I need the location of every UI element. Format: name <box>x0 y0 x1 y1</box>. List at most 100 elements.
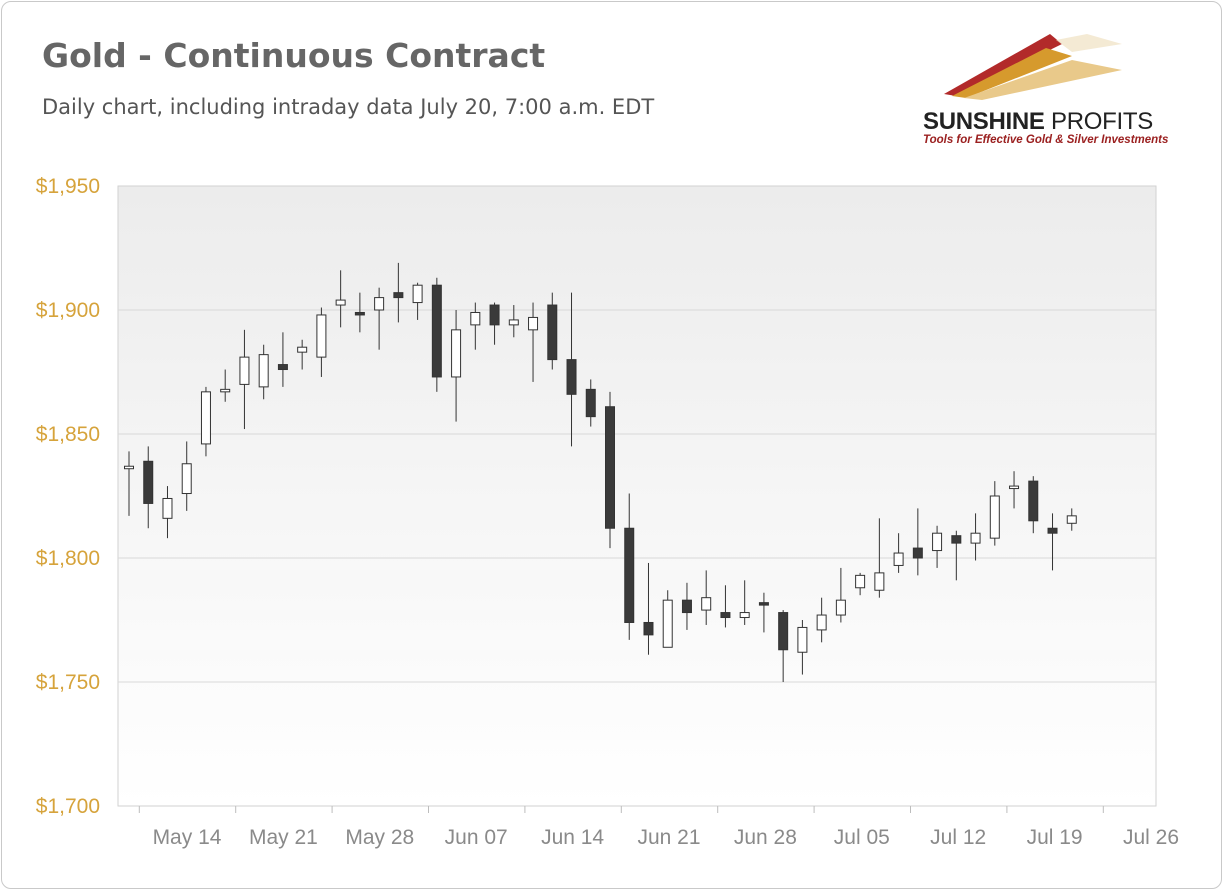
candle <box>643 562 654 655</box>
bull-candle-body <box>970 532 981 544</box>
y-tick-label: $1,900 <box>36 299 100 322</box>
candle <box>778 610 789 682</box>
candle <box>662 590 673 648</box>
candle <box>701 570 712 625</box>
candle <box>412 282 423 320</box>
candle <box>277 332 288 387</box>
candle <box>855 572 866 596</box>
bull-candle-body <box>816 614 827 631</box>
candle <box>989 481 1000 546</box>
bear-candle-body <box>431 284 442 378</box>
candle <box>162 486 173 539</box>
candle <box>1066 508 1077 531</box>
bull-candle-body <box>200 391 211 445</box>
x-tick-label: Jun 07 <box>445 826 508 849</box>
bull-candle-body <box>297 346 308 353</box>
x-tick-label: Jun 28 <box>734 826 797 849</box>
candle <box>239 329 250 430</box>
logo-rays-icon <box>944 34 1122 100</box>
bear-candle-body <box>585 388 596 418</box>
bear-candle-body <box>624 527 635 623</box>
chart-title: Gold - Continuous Contract <box>42 36 546 75</box>
bear-candle-body <box>778 612 789 651</box>
candle <box>1009 471 1020 509</box>
candle <box>200 386 211 457</box>
bull-candle-body <box>662 599 673 648</box>
candles <box>124 262 1077 682</box>
y-tick-label: $1,800 <box>36 547 100 570</box>
bull-candle-body <box>374 297 385 311</box>
bear-candle-body <box>354 311 365 316</box>
bull-candle-body <box>797 626 808 653</box>
bull-candle-body <box>162 497 173 519</box>
x-tick-label: Jul 12 <box>930 826 986 849</box>
bull-candle-body <box>258 354 269 388</box>
candle <box>566 292 577 447</box>
bull-candle-body <box>335 299 346 306</box>
candle <box>143 446 154 529</box>
bear-candle-body <box>1047 527 1058 534</box>
bull-candle-body <box>739 612 750 619</box>
candle <box>220 369 231 402</box>
logo-brand-thin: PROFITS <box>1044 108 1153 135</box>
candle <box>124 451 134 516</box>
candle <box>181 441 192 511</box>
bull-candle-body <box>451 329 462 378</box>
logo-tagline: Tools for Effective Gold & Silver Invest… <box>923 134 1169 146</box>
bull-candle-body <box>855 574 866 589</box>
candle <box>758 592 769 633</box>
candle <box>528 302 539 382</box>
candle <box>470 302 481 350</box>
candle <box>970 513 981 561</box>
bull-candle-body <box>181 463 192 495</box>
candle <box>951 530 962 581</box>
bull-candle-body <box>528 316 539 331</box>
bear-candle-body <box>681 599 692 614</box>
bull-candle-body <box>124 465 134 470</box>
candle <box>835 567 846 623</box>
bear-candle-body <box>1028 480 1039 522</box>
candle <box>932 525 943 568</box>
candle <box>297 339 308 370</box>
x-tick-label: Jul 26 <box>1123 826 1179 849</box>
bull-candle-body <box>835 599 846 616</box>
x-tick-label: May 21 <box>249 826 318 849</box>
bear-candle-body <box>489 304 500 326</box>
bear-candle-body <box>566 359 577 395</box>
candle <box>816 597 827 643</box>
x-axis-ticks <box>138 806 1104 813</box>
candle <box>605 391 615 549</box>
candle <box>335 270 346 328</box>
x-tick-label: Jun 21 <box>637 826 700 849</box>
x-tick-label: Jul 19 <box>1027 826 1083 849</box>
bull-candle-body <box>874 572 885 591</box>
candle <box>585 379 596 427</box>
bull-candle-body <box>893 552 904 566</box>
bull-candle-body <box>412 284 423 304</box>
bear-candle-body <box>643 621 654 636</box>
sunshine-profits-logo: SUNSHINE PROFITS Tools for Effective Gol… <box>922 30 1182 160</box>
logo-brand: SUNSHINE PROFITS <box>923 108 1153 136</box>
plot-area <box>117 185 1157 807</box>
candle <box>393 262 404 323</box>
bull-candle-body <box>932 532 943 552</box>
candle <box>258 344 269 400</box>
bear-candle-body <box>547 304 558 361</box>
candle <box>547 292 558 370</box>
x-tick-label: May 28 <box>345 826 414 849</box>
candle <box>1047 513 1058 571</box>
bull-candle-body <box>470 311 481 326</box>
candle <box>681 582 692 630</box>
y-tick-label: $1,750 <box>36 671 100 694</box>
candle <box>431 277 442 392</box>
candle <box>451 310 462 422</box>
bull-candle-body <box>1066 515 1077 524</box>
candle <box>912 508 923 576</box>
candle <box>354 292 365 333</box>
bull-candle-body <box>316 314 327 358</box>
bear-candle-body <box>758 602 769 606</box>
x-axis-labels: May 14 May 21 May 28 Jun 07 Jun 14 Jun 21 Jun … <box>153 826 1179 849</box>
x-tick-label: May 14 <box>153 826 222 849</box>
